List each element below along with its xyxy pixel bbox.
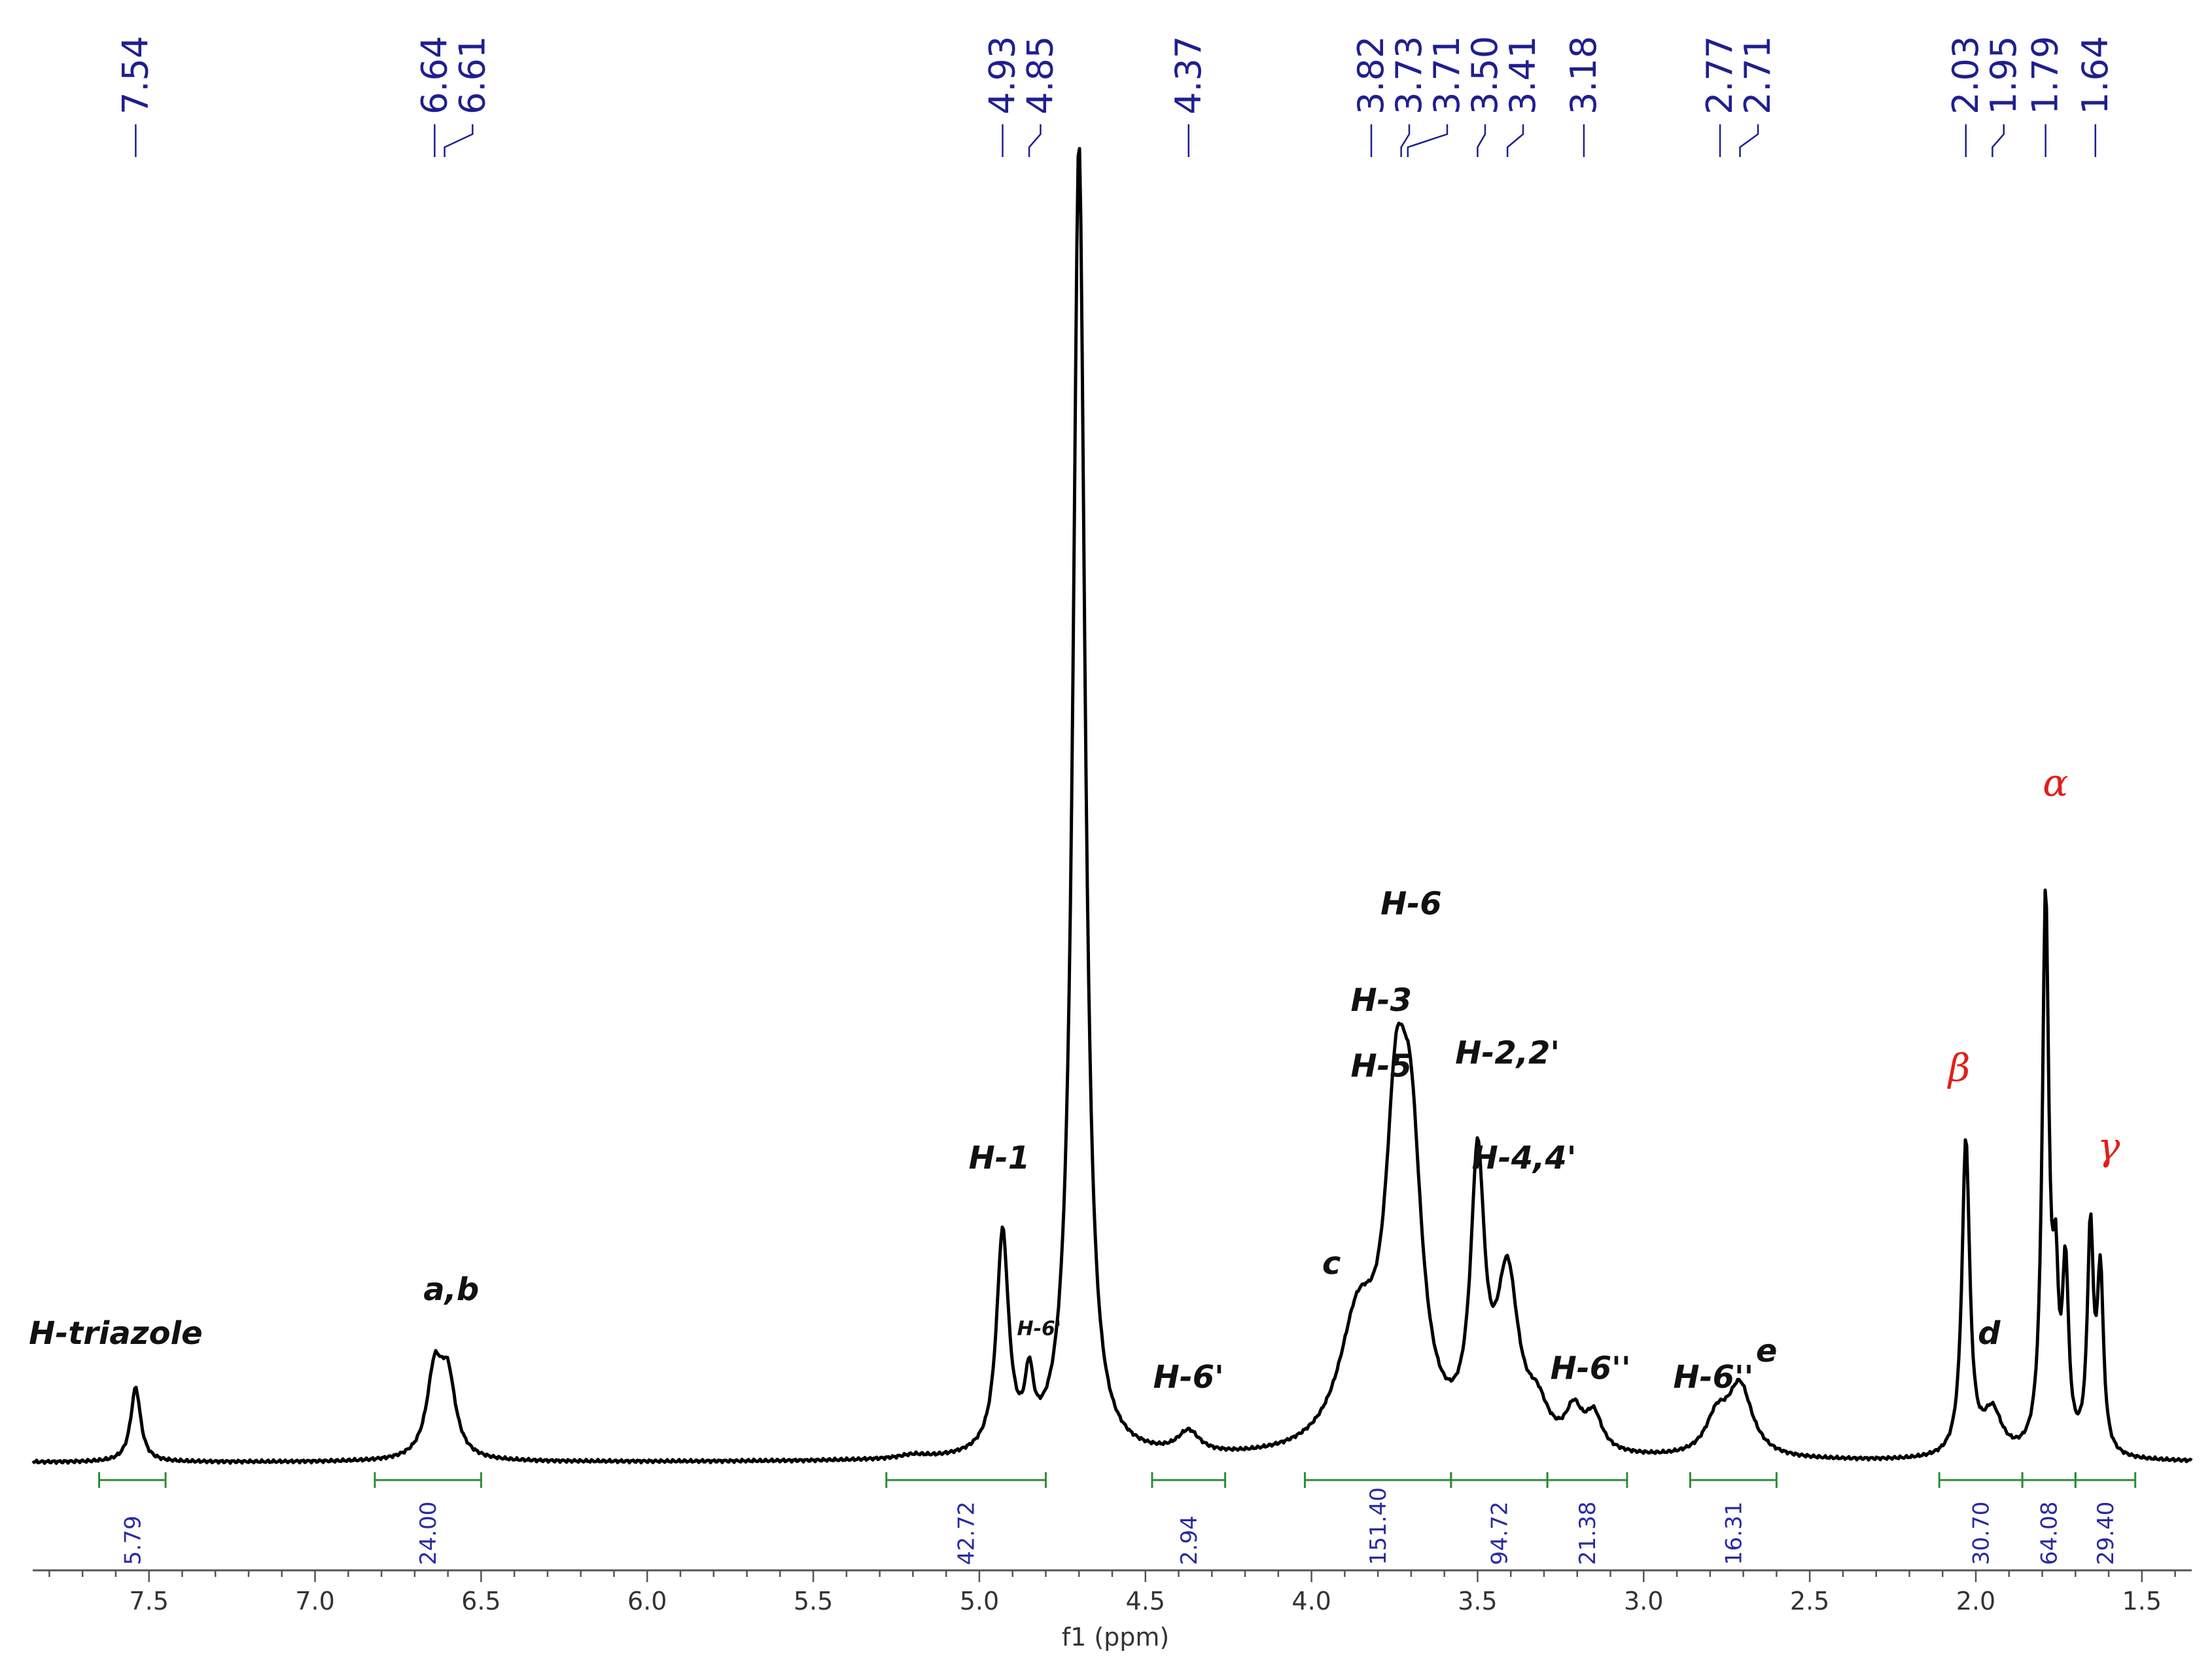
x-tick-label: 7.0: [295, 1587, 334, 1615]
peak-annotation: H-6: [1380, 886, 1442, 923]
peak-connector: [1506, 124, 1524, 157]
spectrum-trace: [31, 147, 2193, 1465]
peak-connector: [1739, 124, 1759, 157]
peak-connector: [444, 124, 474, 157]
peak-annotation: a,b: [423, 1271, 479, 1308]
integral-value: 151.40: [1365, 1487, 1392, 1565]
x-tick-label: 5.0: [960, 1587, 999, 1615]
integral-value: 24.00: [415, 1502, 442, 1565]
peak-label: 3.82: [1350, 36, 1392, 115]
peak-connector: [1400, 124, 1411, 157]
peak-annotation: e: [1756, 1333, 1778, 1369]
integral-value: 5.79: [120, 1515, 146, 1565]
peak-connector: [1992, 124, 2005, 157]
peak-label: 1.79: [2025, 36, 2066, 115]
peak-annotation: H-4,4': [1472, 1140, 1577, 1176]
peak-annotation: β: [1947, 1046, 1971, 1090]
peak-label: 3.41: [1502, 36, 1543, 115]
x-tick-label: 2.0: [1956, 1587, 1995, 1615]
peak-annotation: γ: [2098, 1125, 2120, 1169]
peak-annotation: H-5: [1350, 1048, 1412, 1084]
peak-annotation: H-3: [1350, 982, 1412, 1019]
peak-label: 2.77: [1699, 36, 1740, 115]
x-tick-label: 1.5: [2122, 1587, 2162, 1615]
peak-annotation: H-6': [1153, 1359, 1224, 1396]
peak-label: 1.95: [1983, 36, 2024, 115]
peak-annotation: d: [1978, 1315, 2001, 1352]
peak-label: 3.73: [1388, 36, 1430, 115]
x-tick-label: 6.0: [627, 1587, 667, 1615]
peak-label: 3.18: [1563, 36, 1604, 115]
peak-label: 6.61: [451, 36, 493, 115]
integral-value: 30.70: [1969, 1502, 1995, 1565]
peak-label: 2.71: [1737, 36, 1778, 115]
peak-label: 7.54: [114, 36, 156, 115]
integral-value: 64.08: [2037, 1502, 2063, 1565]
peak-connector: [1028, 124, 1042, 157]
x-axis-label: f1 (ppm): [1062, 1623, 1170, 1651]
peak-annotation: H-6'': [1673, 1359, 1753, 1396]
x-tick-label: 4.0: [1291, 1587, 1331, 1615]
peak-label: 4.93: [981, 36, 1023, 115]
integral-value: 29.40: [2093, 1502, 2119, 1565]
peak-annotation: α: [2043, 761, 2068, 805]
x-tick-label: 5.5: [794, 1587, 833, 1615]
peak-annotation: H-6'': [1551, 1350, 1631, 1387]
peak-annotation: H-triazole: [29, 1315, 202, 1352]
peak-label: 4.37: [1168, 36, 1209, 115]
peak-annotation: c: [1322, 1245, 1341, 1282]
peak-annotation: H-2,2': [1455, 1034, 1560, 1071]
integral-value: 42.72: [954, 1502, 980, 1565]
x-tick-label: 3.0: [1624, 1587, 1663, 1615]
x-tick-label: 4.5: [1126, 1587, 1165, 1615]
peak-label: 6.64: [413, 36, 455, 115]
peak-label: 1.64: [2075, 36, 2116, 115]
integral-value: 21.38: [1575, 1502, 1601, 1565]
x-tick-label: 7.5: [129, 1587, 168, 1615]
x-tick-label: 3.5: [1458, 1587, 1497, 1615]
x-tick-label: 2.5: [1790, 1587, 1829, 1615]
peak-label: 3.50: [1464, 36, 1505, 115]
x-tick-label: 6.5: [461, 1587, 500, 1615]
peak-annotation: H-1: [969, 1140, 1030, 1176]
peak-connector: [1477, 124, 1486, 157]
peak-label: 4.85: [1019, 36, 1061, 115]
integral-value: 2.94: [1176, 1515, 1203, 1565]
peak-label: 3.71: [1426, 36, 1467, 115]
integral-value: 16.31: [1721, 1502, 1747, 1565]
integral-value: 94.72: [1486, 1502, 1513, 1565]
peak-label: 2.03: [1945, 36, 1986, 115]
peak-annotation: H-6': [1017, 1318, 1061, 1341]
peak-connector: [1407, 124, 1448, 157]
